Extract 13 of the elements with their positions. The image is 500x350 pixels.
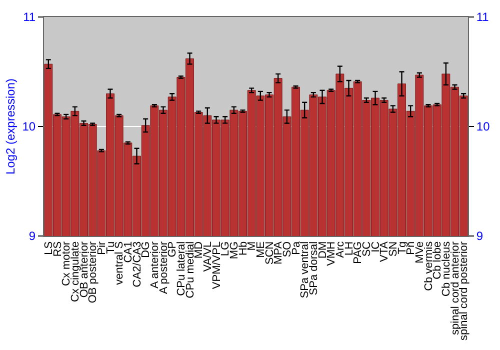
y-axis-title: Log2 (expression) [4, 78, 18, 175]
x-tick-label: Arc [334, 240, 346, 258]
x-tick-label: MVe [414, 241, 426, 264]
x-tick-label: Cb nucleus [440, 240, 452, 296]
x-tick-label: SPa dorsal [308, 241, 320, 296]
y2-tick-label: 11 [476, 10, 490, 24]
x-tick-label: spinal cord posterior [458, 241, 470, 340]
x-tick-label: SO [281, 240, 294, 258]
y2-tick-label: 9 [476, 229, 484, 244]
y2-tick-label: 10 [476, 120, 490, 134]
y-tick-label: 10 [22, 120, 36, 134]
y-tick-label: 9 [28, 229, 36, 244]
y-tick-label: 11 [23, 10, 36, 24]
